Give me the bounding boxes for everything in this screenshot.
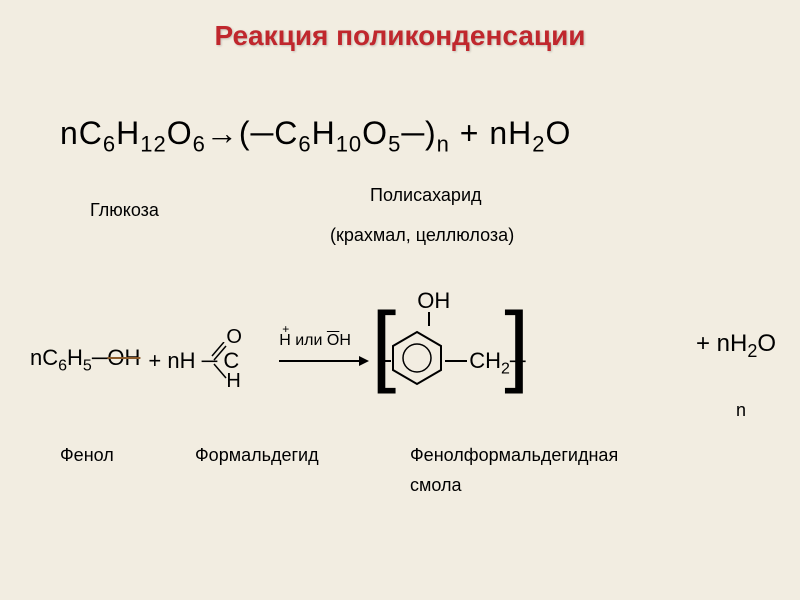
polymer-n: n bbox=[736, 400, 746, 421]
reaction-arrow: H+ или OH bbox=[279, 354, 369, 368]
label-formaldehyde: Формальдегид bbox=[195, 445, 319, 466]
phenol-formula: nC6H5─OH bbox=[30, 345, 140, 375]
label-starch-cellulose: (крахмал, целлюлоза) bbox=[330, 225, 514, 246]
water-product: + nH2O bbox=[696, 330, 776, 362]
label-resin: Фенолформальдегидная bbox=[410, 445, 618, 466]
benzene-ring-icon bbox=[389, 330, 445, 386]
arrow-condition: H+ или OH bbox=[279, 332, 351, 350]
equation-1: nC6H12O6→(─C6H10O5─)n + nH2O bbox=[60, 115, 571, 157]
slide-title: Реакция поликонденсации bbox=[0, 0, 800, 52]
label-phenol: Фенол bbox=[60, 445, 114, 466]
product-structure: [ OH CH2─ ] bbox=[389, 330, 445, 391]
formaldehyde-formula: + nH ─ C O H bbox=[148, 348, 239, 374]
label-polysaccharide: Полисахарид bbox=[370, 185, 482, 206]
bracket-left-icon: [ bbox=[371, 294, 396, 397]
label-resin-2: смола bbox=[410, 475, 462, 496]
arrow-icon bbox=[279, 354, 369, 368]
label-glucose: Глюкоза bbox=[90, 200, 159, 221]
bracket-right-icon: ] bbox=[504, 294, 529, 397]
equation-2: nC6H5─OH + nH ─ C O H H+ или OH [ OH CH2… bbox=[30, 330, 445, 391]
